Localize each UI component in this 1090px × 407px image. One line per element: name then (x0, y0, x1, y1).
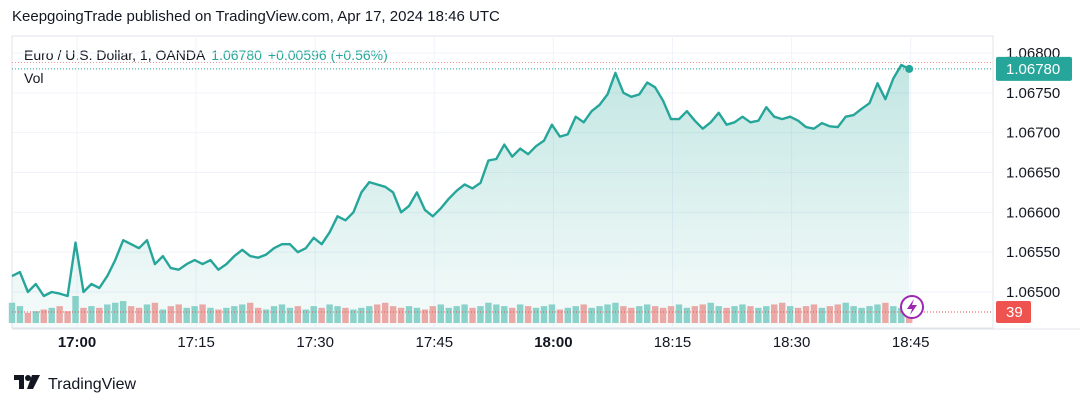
time-tick-label: 18:30 (773, 334, 811, 351)
price-line (11, 63, 910, 298)
volume-badge: 39 (996, 301, 1031, 323)
price-tick-label: 1.06700 (1006, 125, 1060, 142)
time-tick-label: 17:15 (177, 334, 215, 351)
tradingview-logo-icon (14, 374, 42, 395)
time-axis[interactable]: 17:00 17:15 17:30 17:45 18:00 18:15 18:30 18:45 (58, 334, 930, 351)
time-tick-label: 18:45 (892, 334, 930, 351)
time-tick-label: 17:30 (296, 334, 334, 351)
price-change: +0.00596 (+0.56%) (267, 47, 388, 63)
symbol-legend: Euro / U.S. Dollar, 1, OANDA 1.06780 +0.00… (24, 47, 388, 63)
symbol-name[interactable]: Euro / U.S. Dollar, 1, OANDA (24, 47, 206, 63)
time-tick-label: 17:45 (416, 334, 454, 351)
price-tick-label: 1.06500 (1006, 284, 1060, 301)
price-area (12, 65, 910, 328)
price-badge: 1.06780 (996, 56, 1072, 81)
price-tick-label: 1.06600 (1006, 204, 1060, 221)
brand-footer[interactable]: TradingView (14, 374, 136, 395)
price-tick-label: 1.06750 (1006, 85, 1060, 102)
last-price: 1.06780 (211, 47, 262, 63)
price-badge-label: 1.06780 (1006, 61, 1060, 78)
last-price-dot (905, 64, 914, 73)
brand-name: TradingView (48, 375, 137, 393)
volume-legend[interactable]: Vol (24, 70, 44, 86)
price-axis[interactable]: 1.068001.067501.067001.066501.066001.065… (1006, 45, 1060, 301)
time-tick-label: 18:15 (654, 334, 692, 351)
price-tick-label: 1.06650 (1006, 165, 1060, 182)
time-tick-label: 18:00 (534, 334, 572, 351)
publish-info: KeepgoingTrade published on TradingView.… (12, 8, 500, 25)
time-tick-label: 17:00 (58, 334, 96, 351)
volume-badge-label: 39 (1006, 304, 1023, 321)
lightning-icon[interactable] (900, 295, 924, 319)
price-tick-label: 1.06550 (1006, 244, 1060, 261)
